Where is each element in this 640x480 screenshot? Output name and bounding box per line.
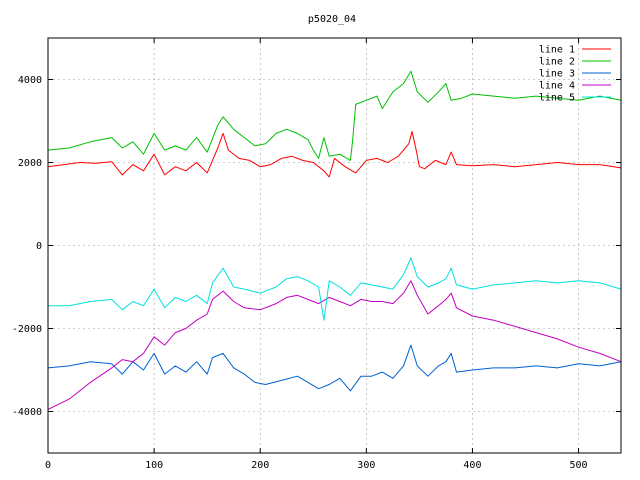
series-line-2	[47, 70, 622, 161]
series-lines	[47, 70, 622, 410]
grid	[48, 38, 621, 453]
y-tick-label: -4000	[12, 407, 42, 418]
legend-label-4: line 4	[539, 81, 575, 92]
x-tick-label: 0	[45, 460, 51, 471]
x-tick-label: 200	[251, 460, 269, 471]
x-tick-label: 100	[145, 460, 163, 471]
y-tick-label: 4000	[18, 75, 42, 86]
legend-label-1: line 1	[539, 45, 575, 56]
x-tick-label: 300	[357, 460, 375, 471]
legend-label-2: line 2	[539, 57, 575, 68]
axis-ticks: 0 100 200 300 400 500 -4000 -2000 0 2000 4000	[12, 38, 621, 471]
x-tick-label: 400	[463, 460, 481, 471]
series-line-3	[47, 344, 622, 392]
y-tick-label: -2000	[12, 324, 42, 335]
series-line-1	[47, 130, 622, 178]
series-line-5	[48, 257, 622, 321]
chart-title: p5020_04	[308, 14, 356, 25]
series-line-4	[47, 280, 622, 410]
y-tick-label: 0	[36, 241, 42, 252]
x-tick-label: 500	[570, 460, 588, 471]
legend-label-3: line 3	[539, 69, 575, 80]
legend-label-5: line 5	[539, 93, 575, 104]
y-tick-label: 2000	[18, 158, 42, 169]
